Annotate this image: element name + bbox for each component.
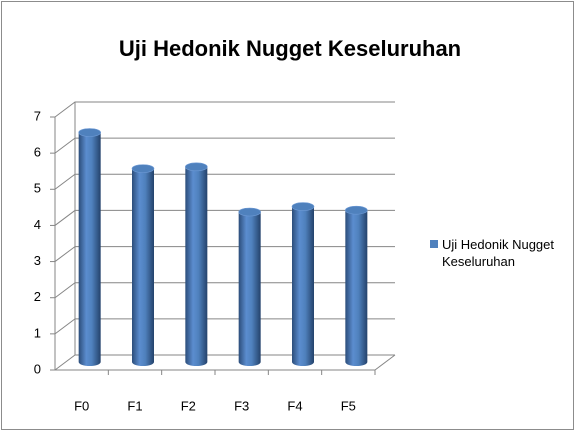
grid-line xyxy=(54,209,395,226)
y-tick-label: 4 xyxy=(34,217,41,232)
plot-area: 0 1 2 3 4 5 6 7 F0 F1 F2 F3 F4 F5 xyxy=(34,101,396,413)
x-tick-label: F2 xyxy=(181,398,196,413)
bar-top xyxy=(131,164,155,173)
x-tick-label: F5 xyxy=(341,398,356,413)
y-tick-label: 7 xyxy=(34,108,41,123)
grid-line xyxy=(54,318,395,335)
legend-label: Uji Hedonik Nugget Keseluruhan xyxy=(442,237,555,269)
chart-title: Uji Hedonik Nugget Keseluruhan xyxy=(119,36,461,61)
y-tick-label: 6 xyxy=(34,145,41,160)
x-tick-label: F1 xyxy=(127,398,142,413)
bar xyxy=(345,210,368,366)
grid-line xyxy=(54,173,395,190)
y-tick-label: 5 xyxy=(34,181,41,196)
y-tick-label: 3 xyxy=(34,253,41,268)
bar-top xyxy=(238,207,261,217)
bar xyxy=(292,206,314,366)
y-tick-label: 0 xyxy=(34,361,41,376)
x-tick-label: F3 xyxy=(234,398,249,413)
bar-top xyxy=(78,128,101,137)
x-tick-label: F0 xyxy=(74,398,89,413)
legend-key xyxy=(430,240,438,248)
y-tick-label: 2 xyxy=(34,289,41,304)
bar xyxy=(185,166,208,366)
bar xyxy=(132,168,154,366)
grid-line xyxy=(54,246,395,262)
bar-top xyxy=(345,205,368,215)
bar xyxy=(238,212,261,366)
grid-line xyxy=(54,282,395,299)
bar-top xyxy=(185,162,208,172)
grid-line xyxy=(54,137,395,154)
grid-line xyxy=(54,354,395,371)
axis-line xyxy=(374,354,396,371)
y-tick-label: 1 xyxy=(34,325,41,340)
bar-top xyxy=(291,202,315,211)
x-tick-label: F4 xyxy=(287,398,302,413)
grid-line xyxy=(54,101,395,118)
bar xyxy=(78,132,101,366)
